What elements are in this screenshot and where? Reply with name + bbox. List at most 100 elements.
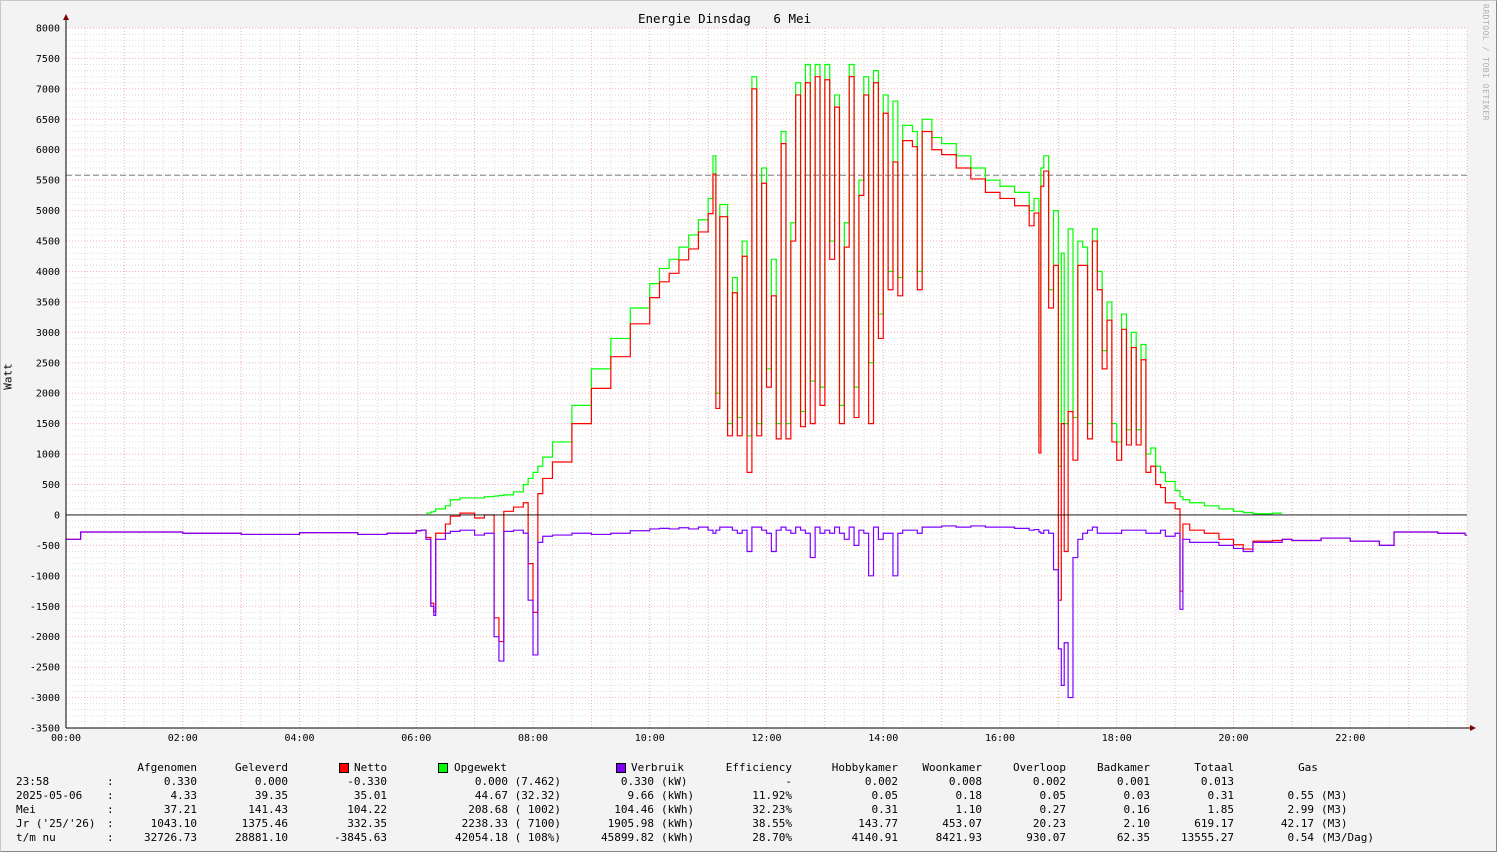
cell-badkamer: 0.03: [1123, 789, 1151, 802]
cell-totaal: 0.31: [1207, 789, 1235, 802]
y-tick-label: 3000: [36, 328, 60, 339]
y-tick-label: 6000: [36, 145, 60, 156]
header-hobbykamer: Hobbykamer: [831, 761, 898, 774]
cell-totaal: 619.17: [1194, 817, 1234, 830]
y-tick-label: 500: [42, 480, 60, 491]
cell-gas: 0.54: [1287, 831, 1315, 844]
cell-woonkamer: 0.18: [955, 789, 983, 802]
y-tick-label: 8000: [36, 24, 60, 35]
cell-gas: 2.99: [1287, 803, 1315, 816]
legend-swatch-opgewekt: [438, 763, 448, 773]
x-tick-label: 06:00: [401, 733, 431, 744]
chart-title: Energie Dinsdag 6 Mei: [637, 11, 812, 26]
cell-opgewekt: 2238.33 ( 7100): [461, 817, 561, 830]
x-tick-label: 22:00: [1335, 733, 1365, 744]
cell-efficiency: 32.23%: [752, 803, 792, 816]
cell-badkamer: 2.10: [1123, 817, 1151, 830]
cell-netto: 104.22: [347, 803, 387, 816]
cell-woonkamer: 0.008: [948, 775, 982, 788]
axes: [63, 14, 1476, 731]
cell-verbruik: 0.330: [620, 775, 654, 788]
cell-netto: -0.330: [347, 775, 387, 788]
header-gas: Gas: [1298, 761, 1318, 774]
cell-verbruik: 9.66: [627, 789, 655, 802]
cell-gas-unit: (M3): [1321, 817, 1348, 830]
cell-opgewekt: 44.67 (32.32): [474, 789, 561, 802]
header-overloop: Overloop: [1013, 761, 1066, 774]
cell-efficiency: 28.70%: [752, 831, 792, 844]
cell-totaal: 13555.27: [1181, 831, 1234, 844]
cell-afgenomen: 37.21: [163, 803, 197, 816]
x-axis-arrow-icon: [1470, 725, 1476, 731]
x-tick-label: 12:00: [751, 733, 781, 744]
cell-netto: 332.35: [347, 817, 387, 830]
cell-geleverd: 0.000: [254, 775, 288, 788]
cell-afgenomen: 4.33: [170, 789, 198, 802]
cell-geleverd: 28881.10: [235, 831, 288, 844]
cell-hobbykamer: 4140.91: [851, 831, 898, 844]
y-tick-label: 4500: [36, 237, 60, 248]
cell-verbruik-unit: (kWh): [661, 789, 695, 802]
cell-hobbykamer: 0.05: [871, 789, 899, 802]
y-tick-label: -2500: [30, 663, 60, 674]
grid: [65, 27, 1468, 729]
cell-efficiency: 11.92%: [752, 789, 792, 802]
cell-badkamer: 0.16: [1123, 803, 1151, 816]
header-totaal: Totaal: [1194, 761, 1234, 774]
cell-gas: 42.17: [1280, 817, 1314, 830]
cell-totaal: 1.85: [1207, 803, 1235, 816]
x-tick-label: 18:00: [1102, 733, 1132, 744]
y-tick-label: 0: [54, 510, 60, 521]
cell-gas-unit: (M3/Dag): [1321, 831, 1374, 844]
cell-badkamer: 0.001: [1116, 775, 1150, 788]
row-separator: :: [107, 775, 114, 788]
row-label: Mei: [16, 803, 36, 816]
y-tick-label: 5500: [36, 176, 60, 187]
x-tick-label: 04:00: [284, 733, 314, 744]
cell-verbruik-unit: (kWh): [661, 803, 695, 816]
row-separator: :: [107, 831, 114, 844]
tick-labels: -3500 -3000 -2500 -2000 -1500 -1000 -500 0 500 10…: [30, 24, 1365, 745]
row-label: Jr ('25/'26): [16, 817, 96, 830]
header-efficiency: Efficiency: [725, 761, 792, 774]
cell-afgenomen: 0.330: [163, 775, 197, 788]
header-geleverd: Geleverd: [235, 761, 288, 774]
cell-hobbykamer: 0.31: [871, 803, 899, 816]
cell-woonkamer: 453.07: [942, 817, 982, 830]
cell-geleverd: 39.35: [254, 789, 288, 802]
y-tick-label: -1500: [30, 602, 60, 613]
y-tick-label: 6500: [36, 115, 60, 126]
cell-geleverd: 141.43: [248, 803, 288, 816]
chart: -3500 -3000 -2500 -2000 -1500 -1000 -500 0 500 10…: [30, 14, 1476, 745]
x-tick-label: 10:00: [635, 733, 665, 744]
y-tick-label: 7500: [36, 54, 60, 65]
header-verbruik: Verbruik: [631, 761, 684, 774]
row-separator: :: [107, 817, 114, 830]
cell-overloop: 0.05: [1039, 789, 1067, 802]
cell-verbruik: 1905.98: [607, 817, 654, 830]
cell-totaal: 0.013: [1200, 775, 1234, 788]
cell-gas: 0.55: [1287, 789, 1315, 802]
y-tick-label: -500: [36, 541, 60, 552]
x-tick-label: 00:00: [51, 733, 81, 744]
row-label: t/m nu: [16, 831, 56, 844]
legend-swatch-netto: [339, 763, 349, 773]
cell-woonkamer: 1.10: [955, 803, 983, 816]
series-verbruik: [66, 525, 1468, 699]
header-opgewekt: Opgewekt: [454, 761, 507, 774]
cell-overloop: 0.002: [1032, 775, 1066, 788]
header-woonkamer: Woonkamer: [922, 761, 982, 774]
header-afgenomen: Afgenomen: [137, 761, 197, 774]
row-label: 2025-05-06: [16, 789, 83, 802]
y-tick-label: 1500: [36, 419, 60, 430]
cell-geleverd: 1375.46: [241, 817, 288, 830]
series-netto: [66, 76, 1468, 643]
cell-verbruik-unit: (kWh): [661, 817, 695, 830]
y-tick-label: -2000: [30, 632, 60, 643]
cell-gas-unit: (M3): [1321, 789, 1348, 802]
cell-badkamer: 62.35: [1116, 831, 1150, 844]
x-tick-label: 02:00: [168, 733, 198, 744]
series-lines: [66, 63, 1468, 699]
cell-efficiency: -: [785, 775, 792, 788]
y-tick-label: 2500: [36, 358, 60, 369]
